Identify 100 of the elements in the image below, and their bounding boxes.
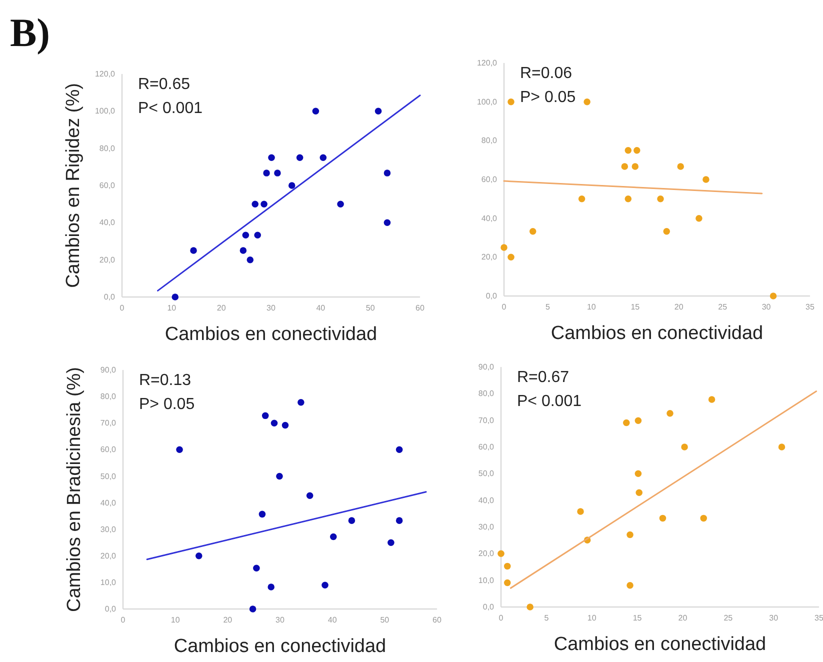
point [636, 489, 642, 496]
point [263, 170, 270, 176]
point [270, 420, 278, 426]
point [396, 517, 403, 524]
y-tick-label: 30,0 [100, 524, 117, 534]
x-tick-label: 50 [380, 616, 390, 625]
y-tick-label: 40,0 [481, 214, 498, 223]
annotation: P> 0.05 [520, 89, 576, 106]
x-tick-label: 40 [328, 616, 338, 625]
point [262, 412, 269, 420]
point [246, 256, 254, 264]
y-tick-label: 40,0 [478, 496, 495, 505]
x-tick-label: 5 [545, 302, 550, 312]
x-tick-label: 30 [762, 302, 772, 312]
x-axis-title: Cambios en conectividad [164, 324, 378, 345]
point [388, 539, 394, 546]
x-tick-label: 20 [216, 304, 226, 313]
point [700, 514, 707, 522]
y-axis-title: Cambios en Rigidez (%) [63, 83, 84, 288]
y-tick-label: 60,0 [478, 442, 495, 452]
point [196, 552, 202, 560]
y-tick-label: 20,0 [100, 551, 117, 560]
x-tick-label: 5 [544, 614, 550, 623]
y-tick-label: 0,0 [104, 292, 116, 302]
point [626, 582, 634, 589]
point [659, 514, 666, 522]
y-tick-label: 90,0 [478, 362, 495, 372]
point [320, 154, 327, 162]
point [621, 163, 628, 170]
point [623, 419, 630, 426]
point [260, 200, 268, 208]
point [172, 294, 179, 300]
x-tick-label: 0 [498, 614, 504, 623]
point [702, 176, 710, 183]
point [634, 417, 642, 424]
y-tick-label: 10,0 [478, 576, 495, 585]
point [632, 163, 639, 170]
y-tick-label: 80,0 [481, 136, 498, 146]
y-tick-label: 0,0 [104, 604, 117, 614]
y-tick-label: 80,0 [99, 144, 116, 153]
y-tick-label: 100,0 [94, 106, 116, 116]
x-tick-label: 30 [266, 304, 276, 313]
x-tick-label: 30 [769, 614, 779, 623]
x-tick-label: 25 [724, 614, 734, 623]
point [296, 154, 304, 162]
point [624, 146, 632, 154]
x-tick-label: 10 [167, 304, 177, 313]
point [190, 247, 197, 254]
y-tick-label: 20,0 [481, 252, 498, 262]
annotation: P> 0.05 [139, 396, 195, 413]
x-tick-label: 60 [416, 304, 425, 313]
x-tick-label: 15 [632, 614, 642, 623]
x-tick-label: 15 [630, 302, 640, 312]
point [578, 196, 586, 202]
y-tick-label: 60,0 [99, 181, 116, 190]
point [500, 244, 508, 251]
point [778, 444, 786, 450]
y-tick-label: 40,0 [100, 498, 117, 508]
point [322, 582, 328, 588]
point [282, 422, 289, 429]
point [504, 562, 511, 570]
point [504, 579, 511, 586]
point [288, 182, 296, 189]
y-tick-label: 80,0 [100, 392, 117, 402]
y-tick-label: 70,0 [478, 416, 495, 425]
point [254, 232, 261, 238]
point [258, 510, 266, 518]
y-tick-label: 60,0 [100, 445, 117, 454]
point [529, 228, 536, 235]
point [268, 584, 274, 590]
y-tick-label: 10,0 [100, 578, 117, 588]
point [708, 396, 716, 403]
y-tick-label: 120,0 [94, 70, 116, 79]
y-tick-label: 20,0 [99, 255, 116, 264]
x-tick-label: 20 [674, 302, 684, 312]
point [663, 228, 670, 235]
annotation: R=0.13 [139, 372, 192, 389]
point [348, 517, 356, 524]
point [696, 214, 702, 222]
point [337, 200, 344, 208]
point [577, 508, 584, 515]
point [634, 146, 640, 154]
point [242, 232, 250, 238]
annotation: R=0.65 [138, 76, 190, 93]
point [770, 292, 777, 300]
annotation: P< 0.001 [517, 393, 582, 410]
point [626, 531, 634, 538]
point [526, 604, 534, 610]
y-tick-label: 60,0 [481, 175, 498, 184]
x-tick-label: 25 [718, 302, 728, 312]
point [298, 399, 304, 406]
y-tick-label: 0,0 [482, 602, 495, 612]
point [252, 200, 258, 208]
point [508, 254, 514, 261]
point [498, 550, 504, 558]
point [657, 196, 664, 202]
x-tick-label: 10 [170, 616, 180, 625]
point [253, 564, 260, 572]
x-tick-label: 20 [223, 616, 233, 625]
point [624, 196, 632, 202]
